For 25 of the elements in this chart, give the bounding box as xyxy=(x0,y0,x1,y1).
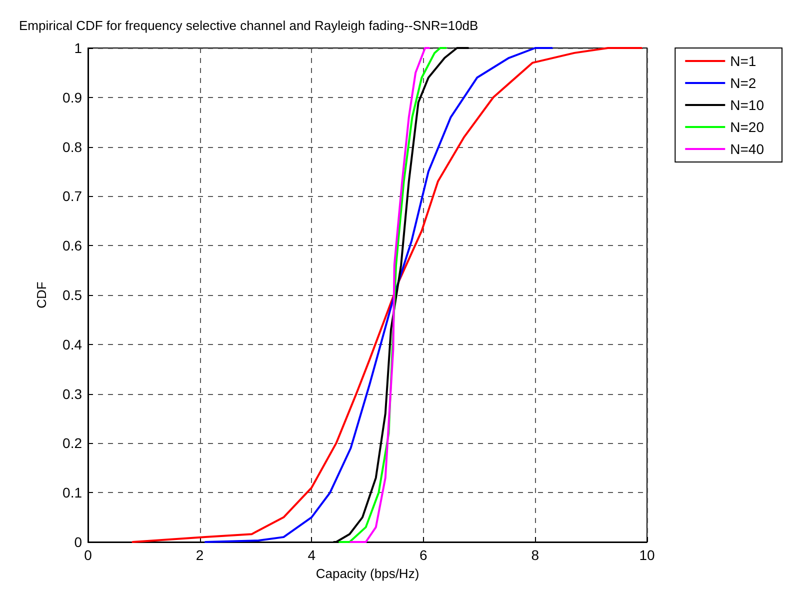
x-axis-title: Capacity (bps/Hz) xyxy=(316,566,420,581)
y-tick-label: 0.9 xyxy=(62,89,82,106)
x-tick-label: 8 xyxy=(531,547,540,563)
y-tick-label: 0.5 xyxy=(62,287,82,303)
y-tick-label: 0.4 xyxy=(62,336,82,352)
x-tick-label: 6 xyxy=(420,547,428,563)
legend-label: N=10 xyxy=(730,97,764,113)
y-tick-label: 0 xyxy=(74,534,82,550)
y-tick-label: 0.8 xyxy=(62,138,82,155)
legend-label: N=20 xyxy=(730,119,764,135)
x-tick-label: 10 xyxy=(639,547,655,563)
chart-title: Empirical CDF for frequency selective channel and Rayleigh fading--SNR=10dB xyxy=(19,18,478,33)
y-tick-label: 0.3 xyxy=(62,386,82,402)
legend-label: N=2 xyxy=(730,75,756,91)
y-tick-label: 0.1 xyxy=(62,484,82,501)
y-axis-title: CDF xyxy=(34,282,49,308)
y-tick-label: 0.2 xyxy=(62,435,82,452)
y-tick-label: 1 xyxy=(74,40,82,56)
x-tick-label: 0 xyxy=(84,547,92,563)
y-tick-label: 0.7 xyxy=(62,188,82,204)
x-tick-label: 4 xyxy=(308,547,316,563)
legend-label: N=1 xyxy=(730,53,756,69)
y-tick-label: 0.6 xyxy=(62,238,82,254)
legend-label: N=40 xyxy=(730,141,764,157)
x-tick-label: 2 xyxy=(196,547,204,563)
